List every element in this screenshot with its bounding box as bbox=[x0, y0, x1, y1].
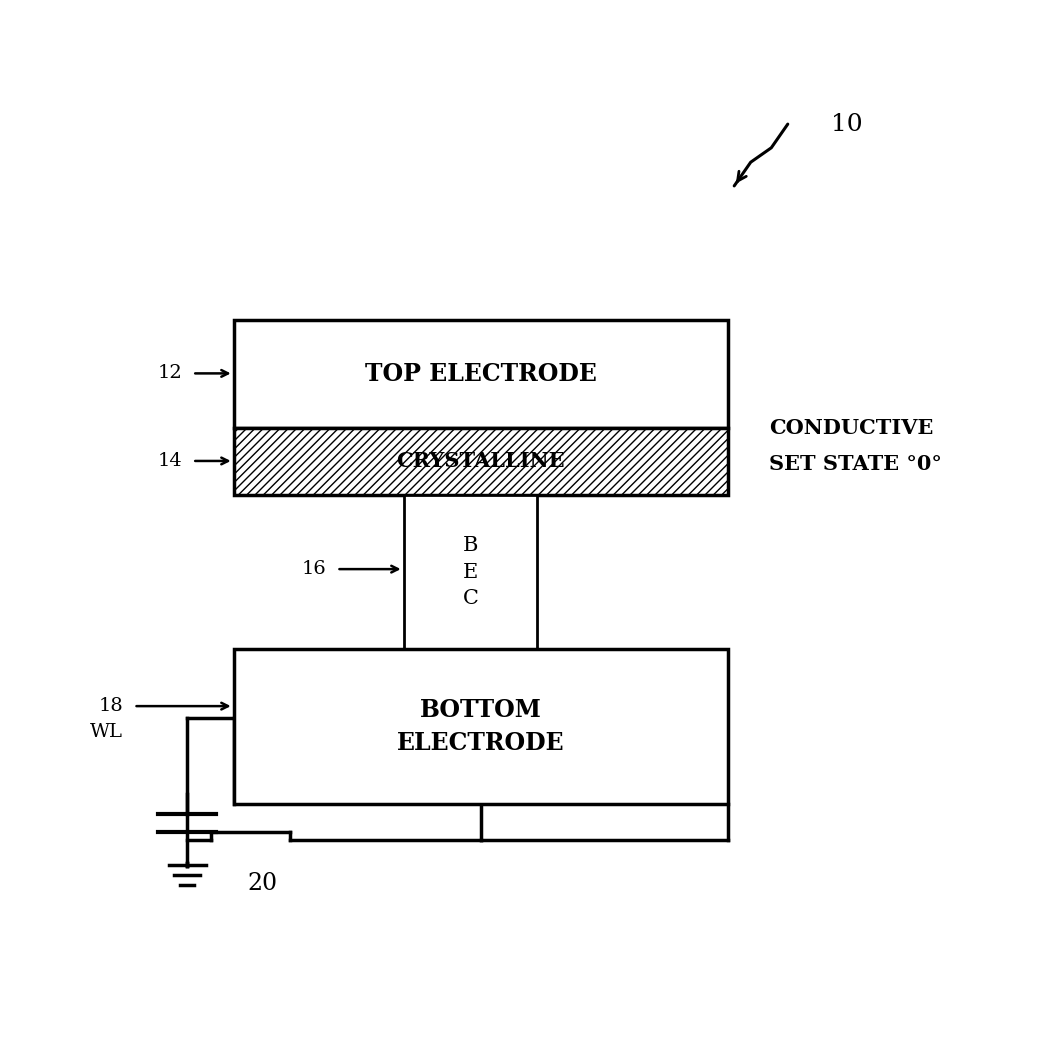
Bar bbox=[404, 495, 538, 650]
Text: TOP ELECTRODE: TOP ELECTRODE bbox=[364, 362, 597, 386]
Text: CRYSTALLINE: CRYSTALLINE bbox=[397, 451, 565, 472]
Text: SET STATE °0°: SET STATE °0° bbox=[769, 455, 942, 474]
Text: B
E
C: B E C bbox=[462, 536, 478, 609]
Text: 18: 18 bbox=[98, 697, 123, 715]
Text: CONDUCTIVE: CONDUCTIVE bbox=[769, 418, 933, 438]
Text: 10: 10 bbox=[831, 113, 862, 136]
Bar bbox=[234, 320, 728, 428]
Bar bbox=[234, 650, 728, 804]
Text: WL: WL bbox=[91, 723, 123, 741]
Text: 16: 16 bbox=[302, 560, 327, 578]
Text: 20: 20 bbox=[247, 872, 278, 895]
Bar bbox=[234, 428, 728, 495]
Text: 14: 14 bbox=[158, 452, 182, 470]
Text: 12: 12 bbox=[158, 364, 182, 382]
Text: BOTTOM
ELECTRODE: BOTTOM ELECTRODE bbox=[397, 698, 565, 755]
